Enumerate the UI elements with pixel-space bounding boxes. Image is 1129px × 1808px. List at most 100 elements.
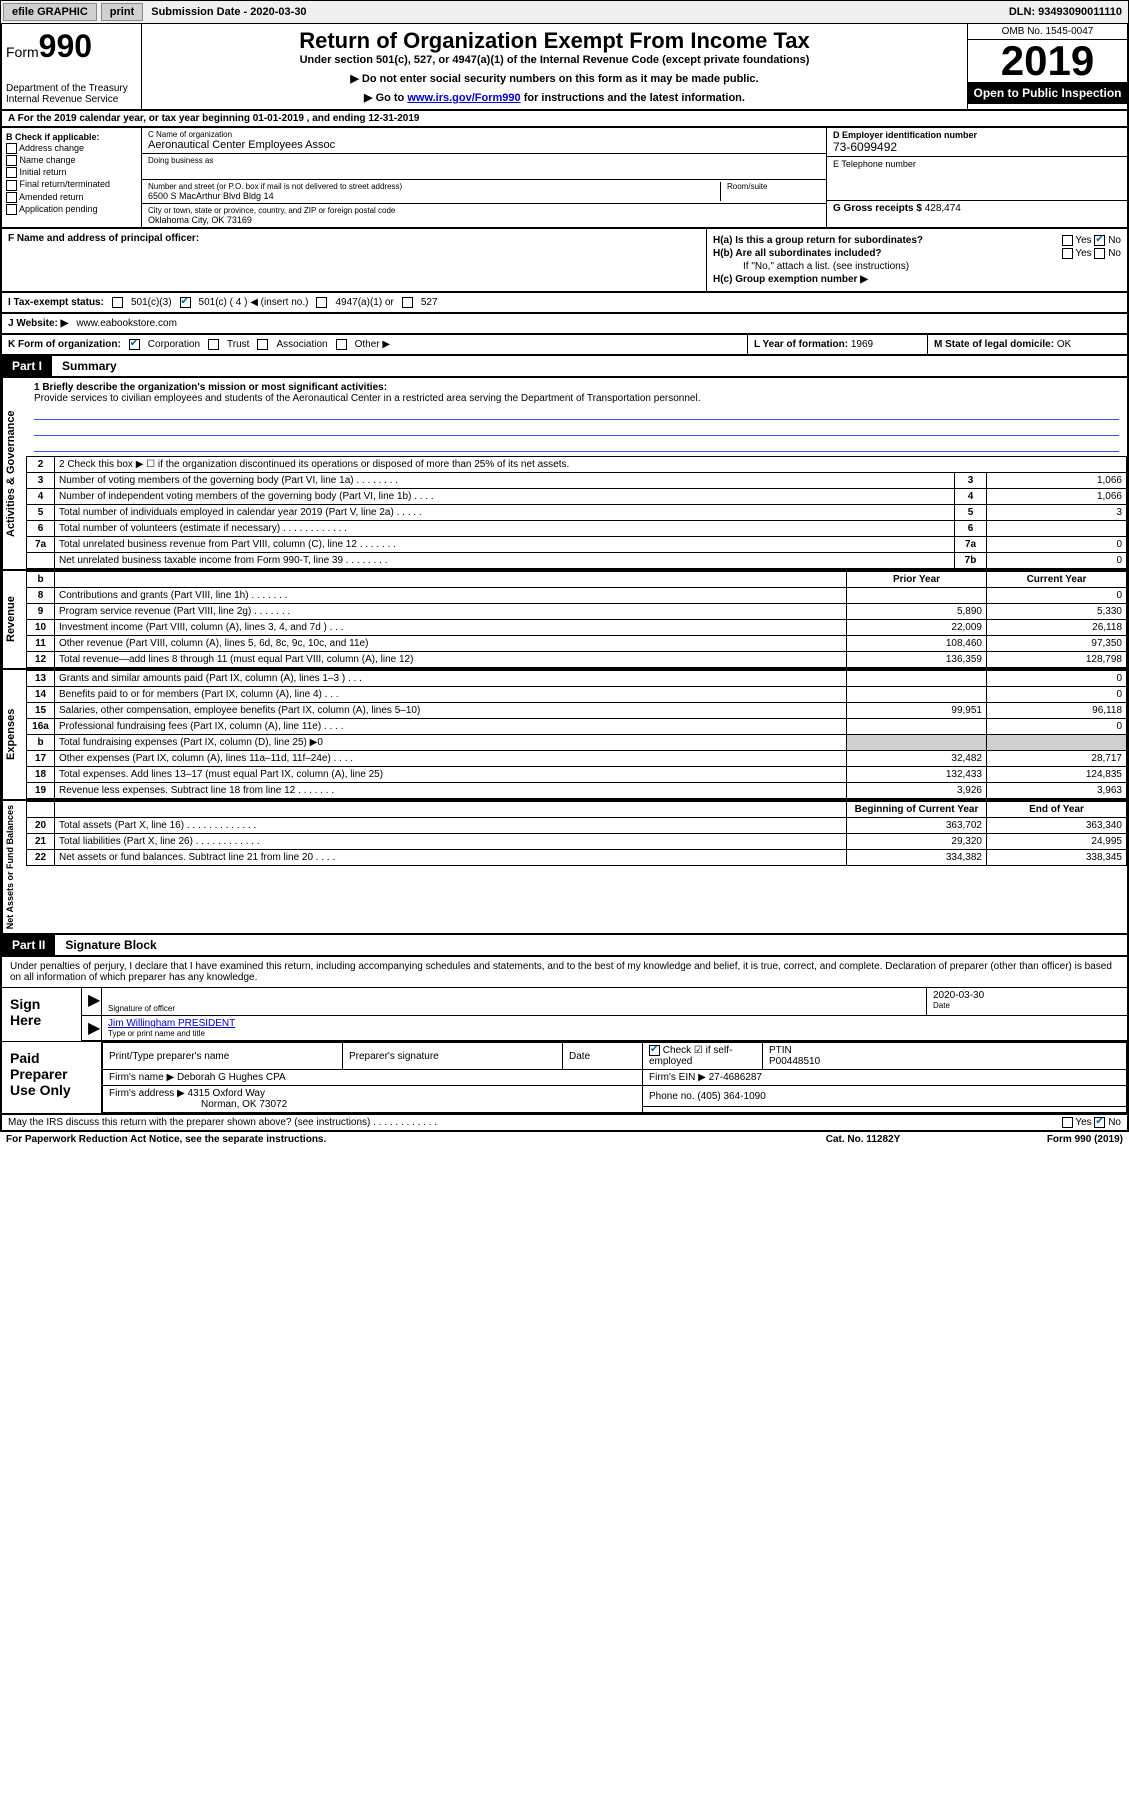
mission-block: 1 Briefly describe the organization's mi… [26, 378, 1127, 456]
hb-note: If "No," attach a list. (see instruction… [713, 261, 1121, 272]
officer-name: Jim Willingham PRESIDENT [108, 1018, 1121, 1029]
governance-table: 22 Check this box ▶ ☐ if the organizatio… [26, 456, 1127, 569]
table-row: bTotal fundraising expenses (Part IX, co… [27, 735, 1127, 751]
dba-label: Doing business as [148, 156, 820, 165]
preparer-row: Paid Preparer Use Only Print/Type prepar… [2, 1041, 1127, 1113]
table-row: 21Total liabilities (Part X, line 26) . … [27, 834, 1127, 850]
part-ii-header: Part II Signature Block [0, 935, 1129, 957]
prep-check-label: Check ☑ if self-employed [643, 1043, 763, 1070]
table-row: 15Salaries, other compensation, employee… [27, 703, 1127, 719]
department: Department of the Treasury Internal Reve… [6, 83, 137, 105]
hc-label: H(c) Group exemption number ▶ [713, 274, 1121, 285]
header-left: Form990 Department of the Treasury Inter… [2, 24, 142, 109]
section-bcd: B Check if applicable: Address change Na… [0, 128, 1129, 229]
no-ssn-note: ▶ Do not enter social security numbers o… [146, 72, 963, 85]
hb-yes[interactable] [1062, 248, 1073, 259]
chk-name-change[interactable]: Name change [6, 155, 137, 166]
vtab-expenses: Expenses [2, 670, 26, 799]
chk-527[interactable] [402, 297, 413, 308]
form-title: Return of Organization Exempt From Incom… [146, 28, 963, 54]
form-no-footer: Form 990 (2019) [963, 1134, 1123, 1145]
table-row: 19Revenue less expenses. Subtract line 1… [27, 783, 1127, 799]
paid-preparer-label: Paid Preparer Use Only [2, 1042, 102, 1113]
section-d: D Employer identification number 73-6099… [827, 128, 1127, 227]
netassets-section: Net Assets or Fund Balances Beginning of… [0, 801, 1129, 935]
section-f-h: F Name and address of principal officer:… [0, 229, 1129, 293]
ha-no[interactable] [1094, 235, 1105, 246]
city-label: City or town, state or province, country… [148, 206, 820, 215]
form-subtitle: Under section 501(c), 527, or 4947(a)(1)… [146, 54, 963, 66]
revenue-section: Revenue b Prior Year Current Year 8Contr… [0, 571, 1129, 670]
ha-yes[interactable] [1062, 235, 1073, 246]
dln: DLN: 93493090011110 [1003, 6, 1128, 18]
discuss-no[interactable] [1094, 1117, 1105, 1128]
ein-label: D Employer identification number [833, 130, 1121, 140]
table-row: 9Program service revenue (Part VIII, lin… [27, 604, 1127, 620]
header-mid: Return of Organization Exempt From Incom… [142, 24, 967, 109]
efile-graphic-button[interactable]: efile GRAPHIC [3, 3, 97, 21]
chk-amended-return[interactable]: Amended return [6, 192, 137, 203]
row-k-form-org: K Form of organization: Corporation Trus… [2, 335, 747, 354]
prep-name-label: Print/Type preparer's name [103, 1043, 343, 1070]
goto-line: ▶ Go to www.irs.gov/Form990 for instruct… [146, 91, 963, 104]
chk-address-change[interactable]: Address change [6, 143, 137, 154]
section-c: C Name of organization Aeronautical Cent… [142, 128, 827, 227]
table-row: 8Contributions and grants (Part VIII, li… [27, 588, 1127, 604]
discuss-yes[interactable] [1062, 1117, 1073, 1128]
chk-corporation[interactable] [129, 339, 140, 350]
vtab-governance: Activities & Governance [2, 378, 26, 569]
table-row: 11Other revenue (Part VIII, column (A), … [27, 636, 1127, 652]
chk-initial-return[interactable]: Initial return [6, 167, 137, 178]
row-j-website: J Website: ▶ www.eabookstore.com [0, 314, 1129, 335]
chk-application-pending[interactable]: Application pending [6, 204, 137, 215]
form-header: Form990 Department of the Treasury Inter… [0, 24, 1129, 111]
gross-receipts: 428,474 [925, 203, 961, 214]
chk-501c3[interactable] [112, 297, 123, 308]
ptin-cell: PTINP00448510 [763, 1043, 1127, 1070]
firm-ein-cell: Firm's EIN ▶ 27-4686287 [643, 1070, 1127, 1086]
mission-label: 1 Briefly describe the organization's mi… [34, 382, 1119, 393]
gross-receipts-label: G Gross receipts $ [833, 203, 925, 214]
hb-no[interactable] [1094, 248, 1105, 259]
chk-trust[interactable] [208, 339, 219, 350]
print-button[interactable]: print [101, 3, 143, 21]
sign-here-label: Sign Here [2, 988, 82, 1041]
firm-phone-cell: Phone no. (405) 364-1090 [643, 1086, 1127, 1107]
table-row: 14Benefits paid to or for members (Part … [27, 687, 1127, 703]
mission-text: Provide services to civilian employees a… [34, 393, 1119, 404]
table-row: 13Grants and similar amounts paid (Part … [27, 671, 1127, 687]
bottom-line: For Paperwork Reduction Act Notice, see … [0, 1132, 1129, 1147]
table-row: 16aProfessional fundraising fees (Part I… [27, 719, 1127, 735]
form-number: 990 [39, 28, 92, 64]
chk-final-return[interactable]: Final return/terminated [6, 179, 137, 190]
table-row: 10Investment income (Part VIII, column (… [27, 620, 1127, 636]
city-state-zip: Oklahoma City, OK 73169 [148, 215, 820, 225]
expenses-section: Expenses 13Grants and similar amounts pa… [0, 670, 1129, 801]
hb-label: H(b) Are all subordinates included? [713, 248, 882, 259]
table-row: 18Total expenses. Add lines 13–17 (must … [27, 767, 1127, 783]
ha-label: H(a) Is this a group return for subordin… [713, 235, 923, 246]
irs-link[interactable]: www.irs.gov/Form990 [407, 92, 520, 104]
table-row: 20Total assets (Part X, line 16) . . . .… [27, 818, 1127, 834]
table-row: 22Net assets or fund balances. Subtract … [27, 850, 1127, 866]
preparer-table: Print/Type preparer's name Preparer's si… [102, 1042, 1127, 1113]
revenue-table: b Prior Year Current Year 8Contributions… [26, 571, 1127, 668]
chk-4947[interactable] [316, 297, 327, 308]
org-name-label: C Name of organization [148, 130, 820, 139]
submission-date-label: Submission Date - 2020-03-30 [145, 6, 312, 18]
perjury-statement: Under penalties of perjury, I declare th… [2, 957, 1127, 987]
vtab-netassets: Net Assets or Fund Balances [2, 801, 26, 933]
form-word: Form [6, 44, 39, 60]
table-row: 17Other expenses (Part IX, column (A), l… [27, 751, 1127, 767]
officer-name-label: Type or print name and title [108, 1029, 1121, 1038]
chk-other[interactable] [336, 339, 347, 350]
sig-officer-label: Signature of officer [108, 1004, 920, 1013]
ein-value: 73-6099492 [833, 140, 1121, 154]
chk-501c[interactable] [180, 297, 191, 308]
chk-association[interactable] [257, 339, 268, 350]
paperwork-notice: For Paperwork Reduction Act Notice, see … [6, 1134, 763, 1145]
sign-date-label: Date [933, 1001, 1121, 1010]
org-name: Aeronautical Center Employees Assoc [148, 139, 820, 151]
phone-label: E Telephone number [833, 159, 1121, 169]
firm-addr-cell: Firm's address ▶ 4315 Oxford Way Norman,… [103, 1086, 643, 1113]
